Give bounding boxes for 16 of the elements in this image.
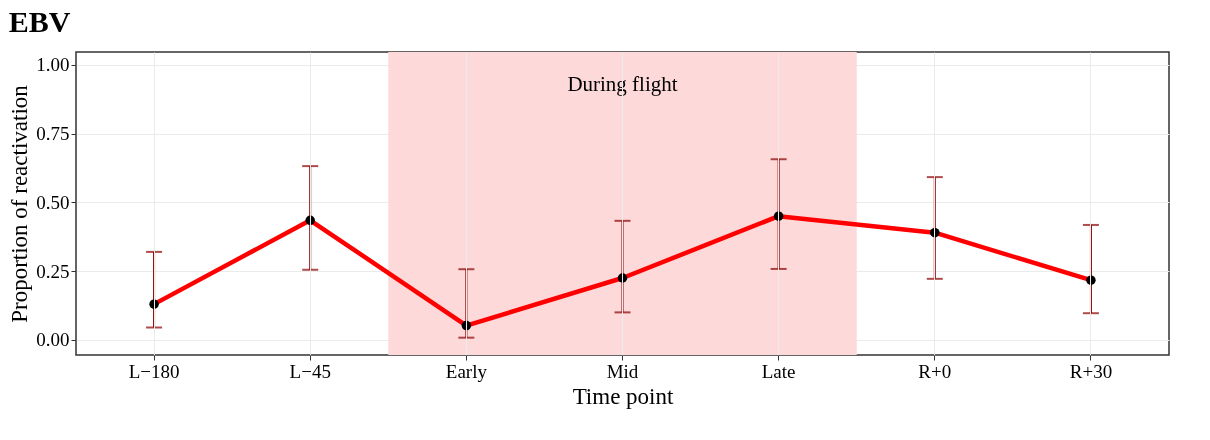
x-tick-label: Mid: [606, 360, 639, 382]
y-tick-label: 1.00: [36, 54, 70, 76]
x-tick-label: Early: [445, 360, 488, 382]
y-tick-label: 0.75: [36, 123, 70, 145]
x-tick-label: L−45: [289, 360, 331, 382]
x-tick-label: Late: [761, 360, 796, 382]
y-tick-label: 0.00: [36, 329, 70, 351]
x-axis-title: Time point: [572, 383, 674, 409]
y-tick-label: 0.25: [36, 260, 70, 282]
x-tick-label: L−180: [128, 360, 180, 382]
band-label: During flight: [567, 72, 678, 96]
x-tick-label: R+30: [1069, 360, 1113, 382]
y-tick-label: 0.50: [36, 191, 70, 213]
x-tick-label: R+0: [918, 360, 952, 382]
y-axis-title: Proportion of reactivation: [7, 84, 33, 323]
chart-title: EBV: [8, 5, 71, 38]
